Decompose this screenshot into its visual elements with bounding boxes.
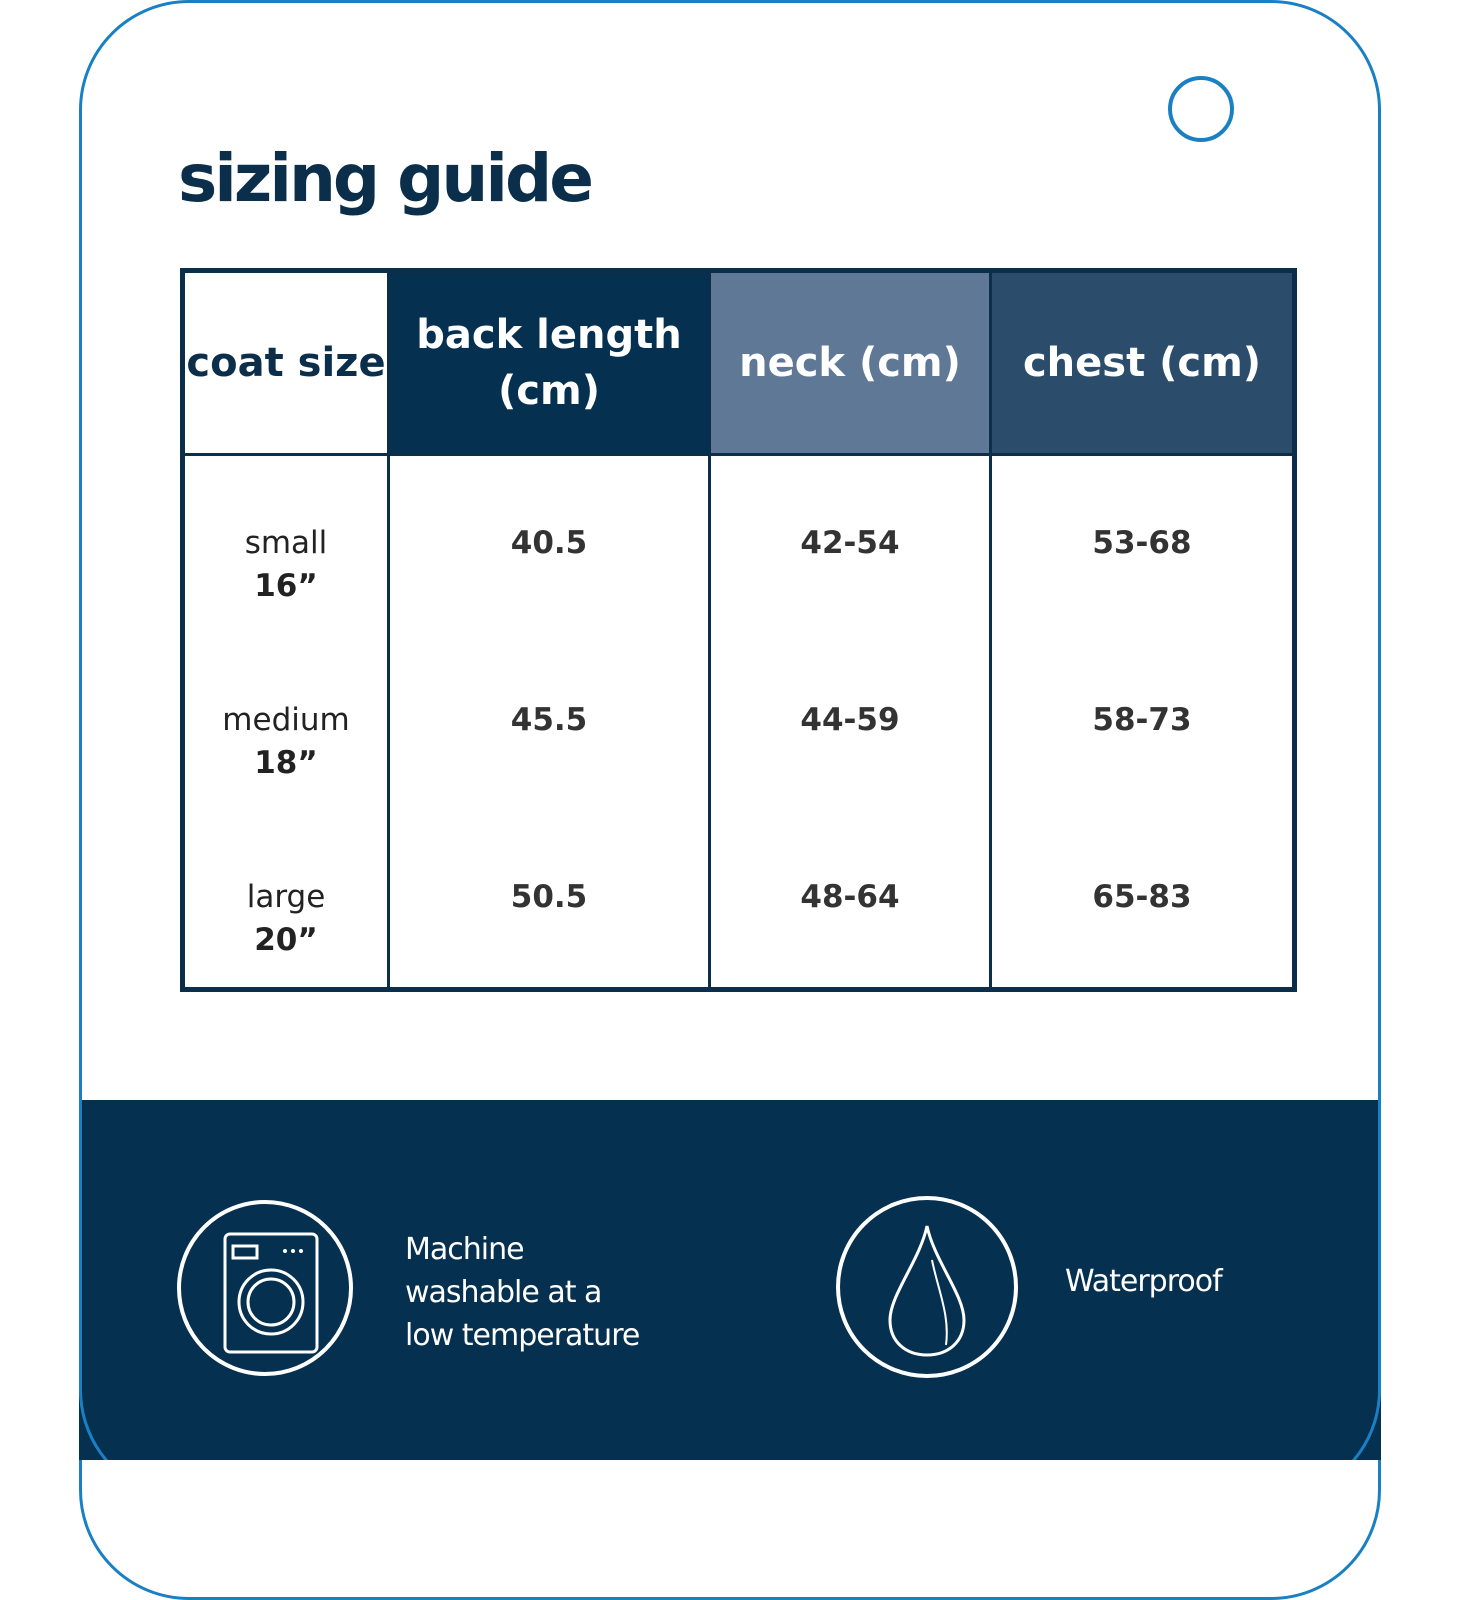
table-row: medium 18” 45.5 44-59 58-73: [181, 633, 1296, 810]
cell-neck: 48-64: [708, 809, 992, 990]
header-coat-size: coat size: [181, 269, 390, 456]
cell-neck: 44-59: [708, 633, 992, 810]
washing-machine-icon: [177, 1200, 353, 1376]
cell-back-length: 45.5: [387, 633, 711, 810]
cell-back-length: 40.5: [387, 454, 711, 634]
table-row: large 20” 50.5 48-64 65-83: [181, 809, 1296, 990]
cell-size: medium 18”: [181, 633, 390, 810]
cell-size: small 16”: [181, 454, 390, 634]
cell-size: large 20”: [181, 809, 390, 990]
header-back-length: back length (cm): [387, 269, 711, 456]
header-chest: chest (cm): [989, 269, 1296, 456]
page-title: sizing guide: [178, 140, 594, 217]
feature-waterproof: Waterproof: [1065, 1264, 1223, 1299]
cell-chest: 58-73: [989, 633, 1296, 810]
cell-chest: 53-68: [989, 454, 1296, 634]
sizing-table: coat size back length (cm) neck (cm) che…: [180, 268, 1297, 992]
cell-back-length: 50.5: [387, 809, 711, 990]
tag-hole-icon: [1168, 76, 1234, 142]
header-neck: neck (cm): [708, 269, 992, 456]
water-drop-icon: [836, 1196, 1018, 1378]
feature-machine-washable: Machine washable at a low temperature: [405, 1232, 640, 1353]
cell-chest: 65-83: [989, 809, 1296, 990]
cell-neck: 42-54: [708, 454, 992, 634]
table-row: small 16” 40.5 42-54 53-68: [181, 454, 1296, 634]
features-panel: Machine washable at a low temperature Wate…: [79, 1100, 1381, 1460]
